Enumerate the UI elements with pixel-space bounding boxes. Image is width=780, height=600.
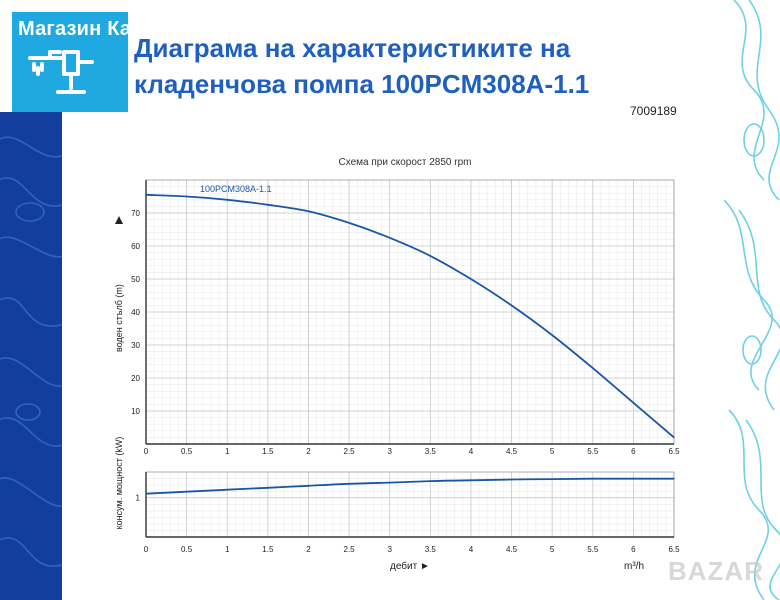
- power-data-point: [592, 478, 594, 480]
- power-data-point: [145, 493, 147, 495]
- x-tick-label: 2.5: [344, 447, 356, 456]
- y-tick-label: 10: [131, 407, 140, 416]
- x-tick-label: 6: [631, 545, 636, 554]
- topo-pattern-left: [0, 112, 62, 600]
- power-data-point: [510, 478, 513, 481]
- head-data-point: [510, 304, 513, 306]
- x-tick-label: 4.5: [506, 545, 518, 554]
- power-series-line: [145, 477, 674, 495]
- bottom-axes: [145, 471, 675, 538]
- head-data-point: [470, 278, 472, 280]
- power-data-point: [186, 491, 188, 493]
- y-axis-arrow-icon: [115, 216, 123, 224]
- x-tick-label: 1.5: [262, 545, 274, 554]
- top-axes: [145, 179, 675, 445]
- x-tick-label: 6.5: [668, 447, 680, 456]
- x-tick-label: 4.5: [506, 447, 518, 456]
- watermark: BAZAR: [668, 556, 764, 586]
- y-tick-label: 70: [131, 209, 140, 218]
- head-data-point: [632, 402, 634, 404]
- y-tick-label: 30: [131, 341, 140, 350]
- bottom-tick-labels: 0 0.5 1 1.5 2 2.5 3 3.5 4 4.5 5 5.5 6 6.5 1: [136, 494, 681, 554]
- head-data-point: [348, 222, 350, 224]
- x-tick-label: 5.5: [587, 545, 599, 554]
- head-data-point: [145, 194, 147, 196]
- product-code: 7009189: [630, 104, 677, 118]
- power-data-point: [307, 485, 310, 487]
- head-data-point: [267, 204, 269, 206]
- x-tick-label: 2.5: [344, 545, 356, 554]
- power-data-point: [389, 482, 391, 484]
- right-decoration: [724, 0, 780, 600]
- y-tick-label: 1: [136, 494, 141, 503]
- x-tick-label: 1: [225, 545, 230, 554]
- top-tick-labels: 0 0.5 1 1.5 2 2.5 3 3.5 4 4.5 5 5.5 6 6.5 10 20 30 40 50 60…: [131, 209, 680, 456]
- x-axis-unit: m³/h: [624, 561, 644, 572]
- head-data-point: [592, 367, 594, 369]
- head-data-point: [186, 195, 188, 198]
- head-data-point: [673, 436, 675, 438]
- y-tick-label: 50: [131, 275, 140, 284]
- x-tick-label: 5: [550, 447, 555, 456]
- store-name: Магазин Капитана: [18, 18, 201, 40]
- top-grid: [145, 180, 675, 444]
- power-data-point: [226, 489, 228, 491]
- x-tick-label: 3.5: [425, 545, 437, 554]
- power-data-point: [267, 487, 269, 489]
- x-tick-label: 0: [144, 545, 149, 554]
- y-tick-label: 40: [131, 308, 140, 317]
- page-title: Диаграма на характеристиките на кладенчо…: [134, 33, 590, 99]
- power-data-point: [673, 478, 675, 480]
- water-pump-icon: [28, 50, 94, 94]
- x-tick-label: 2: [306, 545, 311, 554]
- power-data-point: [429, 480, 431, 482]
- power-data-point: [470, 479, 472, 481]
- x-tick-label: 5.5: [587, 447, 599, 456]
- y-axis-label-head: воден стълб (m): [114, 284, 124, 352]
- store-logo[interactable]: [12, 12, 128, 112]
- head-data-point: [307, 210, 310, 212]
- x-tick-label: 4: [469, 545, 474, 554]
- power-data-point: [348, 483, 350, 485]
- x-tick-label: 0.5: [181, 545, 193, 554]
- head-series-line: [145, 193, 675, 439]
- power-data-point: [551, 478, 553, 480]
- series-label-head: 100PCM308A-1.1: [200, 184, 272, 194]
- x-tick-label: 0.5: [181, 447, 193, 456]
- power-curve: [145, 477, 675, 495]
- head-data-point: [389, 237, 391, 239]
- y-axis-label-power: консум. мощност (kW): [114, 437, 124, 530]
- y-tick-label: 60: [131, 242, 140, 251]
- x-tick-label: 4: [469, 447, 474, 456]
- head-data-point: [226, 199, 228, 201]
- x-tick-label: 3: [387, 447, 392, 456]
- x-tick-label: 2: [306, 447, 311, 456]
- head-curve: [145, 193, 675, 439]
- x-tick-label: 6: [631, 447, 636, 456]
- x-tick-label: 3: [387, 545, 392, 554]
- x-axis-label: дебит ►: [390, 560, 430, 572]
- y-tick-label: 20: [131, 374, 140, 383]
- x-tick-label: 1: [225, 447, 230, 456]
- x-tick-label: 5: [550, 545, 555, 554]
- x-tick-label: 1.5: [262, 447, 274, 456]
- head-data-point: [551, 334, 553, 336]
- x-tick-label: 6.5: [668, 545, 680, 554]
- power-data-point: [632, 478, 634, 480]
- head-data-point: [429, 255, 431, 257]
- x-tick-label: 0: [144, 447, 149, 456]
- x-tick-label: 3.5: [425, 447, 437, 456]
- chart-title: Схема при скорост 2850 rpm: [338, 157, 471, 168]
